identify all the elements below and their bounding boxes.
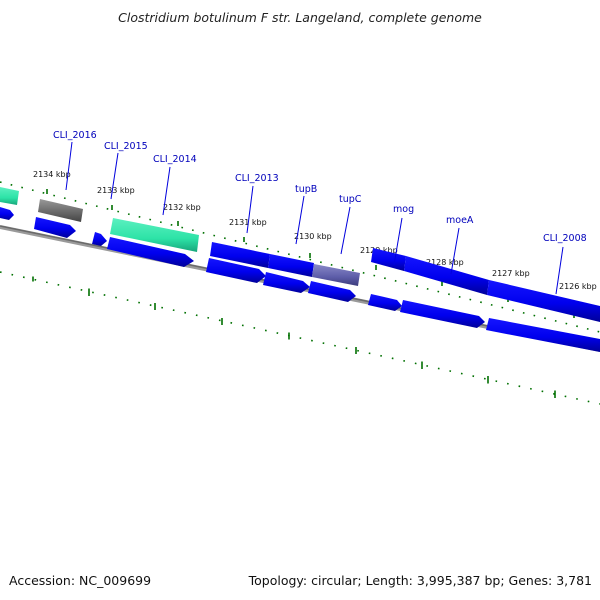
gene-feature-cds[interactable] xyxy=(34,217,76,238)
tick-label: 2128 kbp xyxy=(426,258,464,267)
gene-feature-pseudo[interactable] xyxy=(38,199,83,222)
gene-feature-cds[interactable] xyxy=(308,281,356,302)
inner-tick-ring xyxy=(0,271,600,405)
gene-label[interactable]: tupB xyxy=(295,184,317,195)
tick-label: 2130 kbp xyxy=(294,232,332,241)
map-title: Clostridium botulinum F str. Langeland, … xyxy=(118,10,482,25)
gene-label-leaders xyxy=(65,141,564,295)
inner-major-ticks xyxy=(32,276,556,398)
tick-label: 2132 kbp xyxy=(163,203,201,212)
gene-feature-cds[interactable] xyxy=(0,207,14,220)
gene-feature-cds[interactable] xyxy=(210,242,270,268)
gene-feature-cds[interactable] xyxy=(206,258,266,283)
gene-feature-cds[interactable] xyxy=(486,318,600,352)
gene-label[interactable]: mog xyxy=(393,204,414,215)
gene-label[interactable]: moeA xyxy=(446,215,474,226)
topology-text: Topology: circular; Length: 3,995,387 bp… xyxy=(248,573,592,588)
gene-feature-cds[interactable] xyxy=(263,272,310,293)
tick-label: 2127 kbp xyxy=(492,269,530,278)
gene-label[interactable]: CLI_2016 xyxy=(53,130,97,141)
gene-feature-cds[interactable] xyxy=(107,237,194,267)
gene-label[interactable]: CLI_2013 xyxy=(235,173,279,184)
gene-feature-rna[interactable] xyxy=(110,218,199,252)
gene-label[interactable]: tupC xyxy=(339,194,362,205)
gene-feature-cds[interactable] xyxy=(268,254,314,277)
gene-feature-cds[interactable] xyxy=(400,300,485,328)
tick-label: 2133 kbp xyxy=(97,186,135,195)
gene-feature-cds[interactable] xyxy=(92,232,107,246)
gene-label[interactable]: CLI_2014 xyxy=(153,154,197,165)
gene-feature-cds[interactable] xyxy=(371,248,406,271)
gene-feature-cds[interactable] xyxy=(487,280,600,322)
tick-label: 2134 kbp xyxy=(33,170,71,179)
gene-feature-rna[interactable] xyxy=(0,187,19,205)
gene-feature-cds[interactable] xyxy=(404,256,489,295)
gene-label[interactable]: CLI_2015 xyxy=(104,141,148,152)
tick-label: 2126 kbp xyxy=(559,282,597,291)
gene-feature-pseudo[interactable] xyxy=(312,264,360,286)
outer-tick-ring xyxy=(0,181,600,333)
gene-label[interactable]: CLI_2008 xyxy=(543,233,587,244)
accession-text: Accession: NC_009699 xyxy=(9,573,151,588)
gene-feature-cds[interactable] xyxy=(368,294,402,311)
